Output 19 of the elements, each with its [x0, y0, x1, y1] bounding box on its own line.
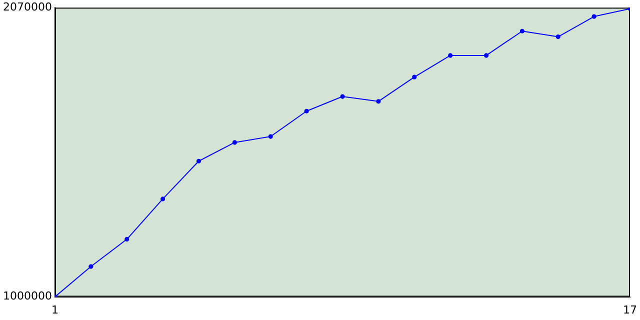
x-tick-label: 1	[51, 303, 58, 316]
point	[376, 99, 381, 104]
x-tick-label: 17	[623, 303, 637, 316]
point	[124, 236, 130, 242]
point	[304, 108, 309, 114]
point	[340, 94, 345, 99]
point	[160, 196, 166, 202]
point	[196, 158, 202, 164]
point	[448, 53, 453, 58]
point	[592, 14, 596, 19]
point	[412, 74, 417, 80]
point	[268, 134, 273, 139]
point	[232, 140, 237, 145]
y-tick-label: 2070000	[2, 0, 52, 14]
point	[520, 28, 524, 34]
point	[556, 34, 560, 40]
point	[484, 53, 489, 58]
y-tick-label: 1000000	[2, 290, 52, 303]
point	[88, 264, 94, 269]
